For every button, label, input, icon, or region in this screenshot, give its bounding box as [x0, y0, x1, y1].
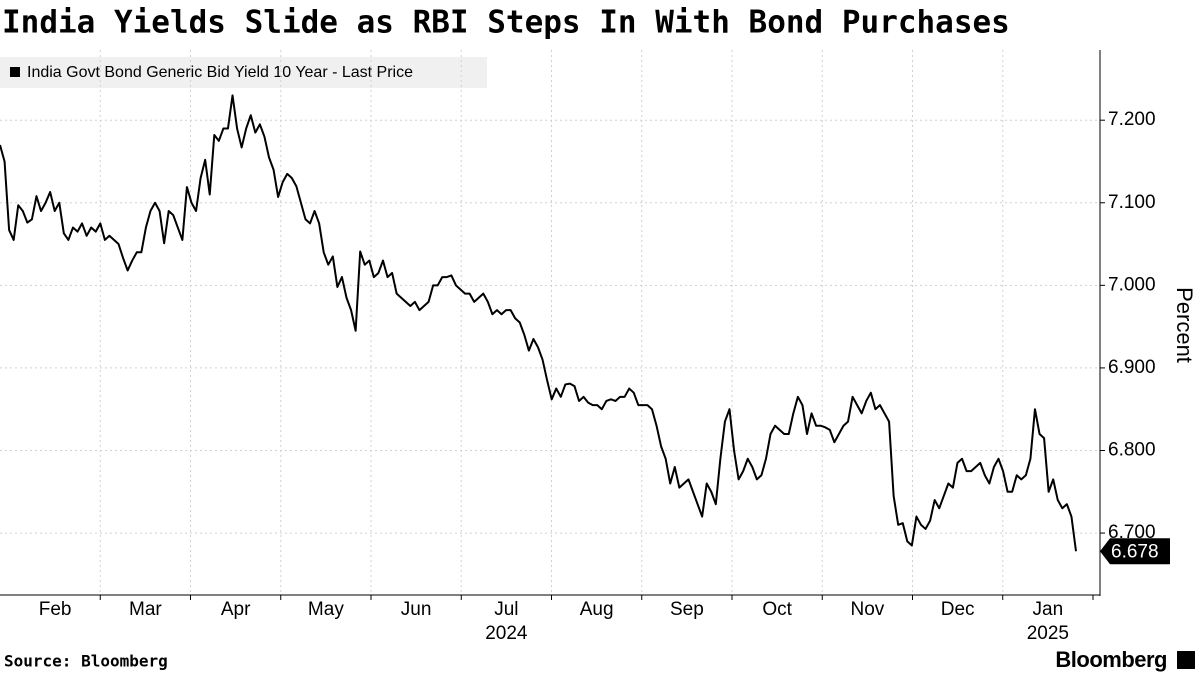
y-tick-label: 6.700: [1108, 522, 1156, 543]
x-tick-label: Nov: [850, 599, 884, 620]
year-label: 2025: [1027, 623, 1069, 644]
last-value-tag: [1100, 538, 1170, 565]
x-tick-label: Dec: [941, 599, 975, 620]
legend-box: [0, 57, 487, 88]
year-label: 2024: [485, 623, 528, 644]
x-tick-label: Aug: [580, 599, 614, 620]
y-tick-label: 6.900: [1108, 357, 1156, 378]
legend-swatch: [10, 67, 20, 77]
last-value-label: 6.678: [1111, 541, 1159, 562]
x-tick-label: Sep: [670, 599, 704, 620]
x-tick-label: Jul: [494, 599, 518, 620]
y-tick-label: 6.800: [1108, 440, 1156, 461]
x-tick-label: Feb: [39, 599, 72, 620]
source: Source: Bloomberg: [4, 652, 168, 671]
line-series: [0, 94, 1077, 552]
y-axis-label: Percent: [1172, 287, 1197, 363]
chart-title: India Yields Slide as RBI Steps In With …: [2, 5, 1010, 41]
x-tick-label: Jun: [401, 599, 432, 620]
brand-icon: [1177, 651, 1195, 669]
x-tick-label: Jan: [1033, 599, 1064, 620]
y-tick-label: 7.200: [1108, 109, 1156, 130]
legend-label: India Govt Bond Generic Bid Yield 10 Yea…: [27, 64, 413, 81]
x-tick-label: Mar: [129, 599, 162, 620]
y-tick-label: 7.100: [1108, 192, 1156, 213]
y-tick-label: 7.000: [1108, 274, 1156, 295]
x-tick-label: Oct: [762, 599, 792, 620]
x-tick-label: Apr: [221, 599, 251, 620]
brand: Bloomberg: [1055, 647, 1167, 672]
x-tick-label: May: [308, 599, 344, 620]
